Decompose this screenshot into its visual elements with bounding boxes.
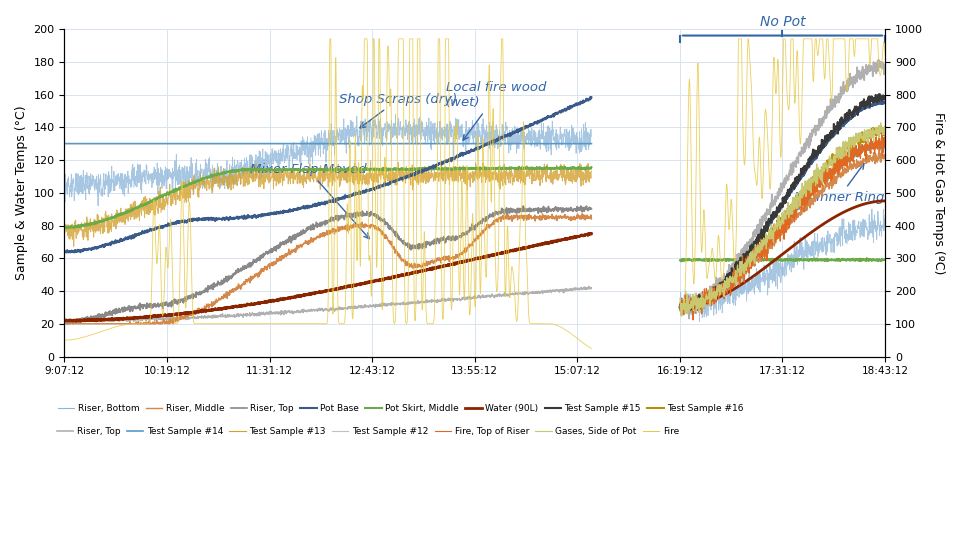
Text: No Inner Ring: No Inner Ring <box>794 164 884 204</box>
Legend: Riser, Top, Test Sample #14, Test Sample #13, Test Sample #12, Fire, Top of Rise: Riser, Top, Test Sample #14, Test Sample… <box>54 423 683 440</box>
Text: Mixer Flap Moved: Mixer Flap Moved <box>250 163 370 238</box>
Y-axis label: Sample & Water Temps (°C): Sample & Water Temps (°C) <box>15 106 28 280</box>
Text: Local fire wood
(wet): Local fire wood (wet) <box>446 81 546 140</box>
Text: Shop Scraps (dry): Shop Scraps (dry) <box>340 93 458 128</box>
Text: No Pot: No Pot <box>759 15 805 29</box>
Y-axis label: Fire & Hot Gas Temps (ºC): Fire & Hot Gas Temps (ºC) <box>932 112 945 274</box>
